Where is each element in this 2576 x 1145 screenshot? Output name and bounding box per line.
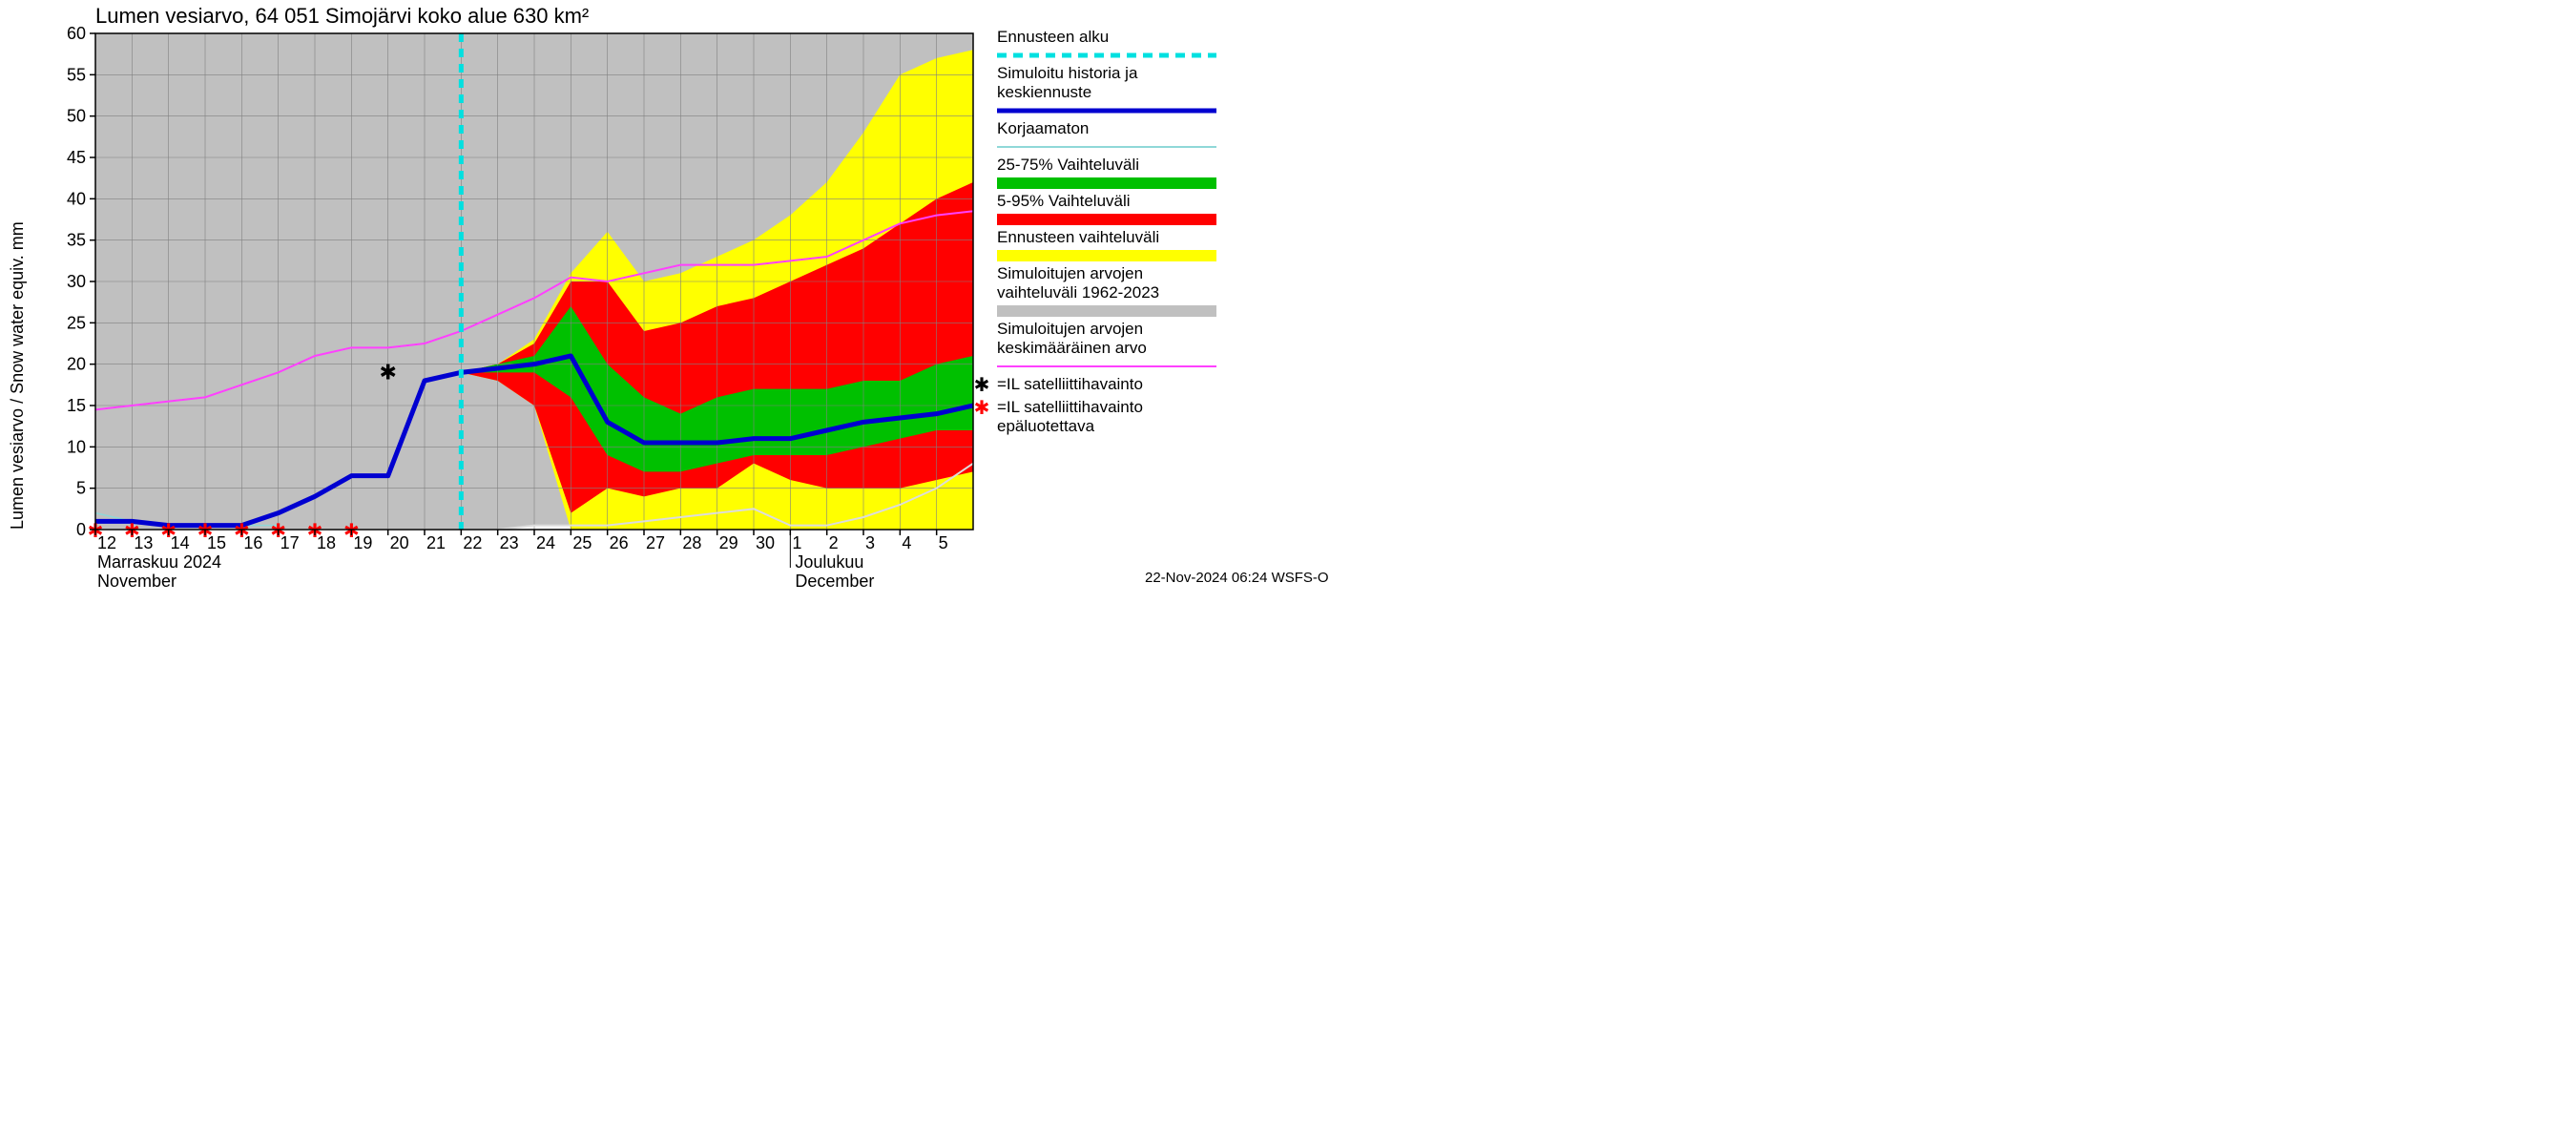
timestamp-label: 22-Nov-2024 06:24 WSFS-O — [1145, 570, 1329, 586]
xtick-label: 21 — [426, 533, 446, 552]
legend-marker: ✱ — [974, 375, 990, 396]
legend-label: Simuloitujen arvojen — [997, 320, 1143, 338]
xtick-label: 19 — [353, 533, 372, 552]
xtick-label: 2 — [829, 533, 839, 552]
xtick-label: 16 — [243, 533, 262, 552]
legend-swatch — [997, 305, 1216, 317]
xtick-label: 25 — [572, 533, 592, 552]
legend-label: epäluotettava — [997, 417, 1095, 435]
xtick-label: 23 — [500, 533, 519, 552]
xtick-label: 29 — [719, 533, 738, 552]
ytick-label: 30 — [67, 272, 86, 291]
ytick-label: 50 — [67, 107, 86, 126]
legend-label: keskimääräinen arvo — [997, 339, 1147, 357]
ytick-label: 45 — [67, 148, 86, 167]
xtick-label: 5 — [939, 533, 948, 552]
ytick-label: 40 — [67, 189, 86, 208]
legend-label: Ennusteen vaihteluväli — [997, 228, 1159, 246]
ytick-label: 55 — [67, 65, 86, 84]
ytick-label: 5 — [76, 479, 86, 498]
xtick-label: 27 — [646, 533, 665, 552]
xtick-label: 14 — [171, 533, 190, 552]
legend-swatch — [997, 177, 1216, 189]
xtick-label: 20 — [390, 533, 409, 552]
legend-label: 5-95% Vaihteluväli — [997, 192, 1131, 210]
legend-label: Simuloitu historia ja — [997, 64, 1138, 82]
legend-swatch — [997, 250, 1216, 261]
chart-container: ✱✱✱✱✱✱✱✱✱0510152025303540455055601213141… — [0, 0, 1374, 611]
ytick-label: 20 — [67, 355, 86, 374]
month-label-left-en: November — [97, 572, 177, 591]
ytick-label: 25 — [67, 313, 86, 332]
legend-swatch — [997, 214, 1216, 225]
xtick-label: 18 — [317, 533, 336, 552]
xtick-label: 15 — [207, 533, 226, 552]
legend-label: Simuloitujen arvojen — [997, 264, 1143, 282]
black-star-marker: ✱ — [379, 360, 396, 384]
xtick-label: 28 — [682, 533, 701, 552]
month-label-right-fi: Joulukuu — [795, 552, 863, 572]
legend-label: 25-75% Vaihteluväli — [997, 156, 1139, 174]
ytick-label: 0 — [76, 520, 86, 539]
chart-title: Lumen vesiarvo, 64 051 Simojärvi koko al… — [95, 4, 589, 28]
xtick-label: 12 — [97, 533, 116, 552]
chart-svg: ✱✱✱✱✱✱✱✱✱0510152025303540455055601213141… — [0, 0, 1374, 611]
xtick-label: 13 — [134, 533, 153, 552]
xtick-label: 24 — [536, 533, 555, 552]
legend-label: Ennusteen alku — [997, 28, 1109, 46]
xtick-label: 3 — [865, 533, 875, 552]
y-axis-label: Lumen vesiarvo / Snow water equiv. mm — [8, 221, 27, 530]
legend-label: =IL satelliittihavainto — [997, 375, 1143, 393]
month-label-right-en: December — [795, 572, 874, 591]
legend-label: =IL satelliittihavainto — [997, 398, 1143, 416]
ytick-label: 60 — [67, 24, 86, 43]
xtick-label: 22 — [463, 533, 482, 552]
ytick-label: 10 — [67, 437, 86, 456]
xtick-label: 1 — [792, 533, 801, 552]
legend-label: keskiennuste — [997, 83, 1091, 101]
legend-label: Korjaamaton — [997, 119, 1089, 137]
xtick-label: 4 — [902, 533, 911, 552]
ytick-label: 15 — [67, 396, 86, 415]
ytick-label: 35 — [67, 231, 86, 250]
month-label-left-fi: Marraskuu 2024 — [97, 552, 221, 572]
xtick-label: 26 — [610, 533, 629, 552]
xtick-label: 17 — [280, 533, 300, 552]
xtick-label: 30 — [756, 533, 775, 552]
legend-label: vaihteluväli 1962-2023 — [997, 283, 1159, 302]
legend-marker: ✱ — [974, 398, 990, 419]
